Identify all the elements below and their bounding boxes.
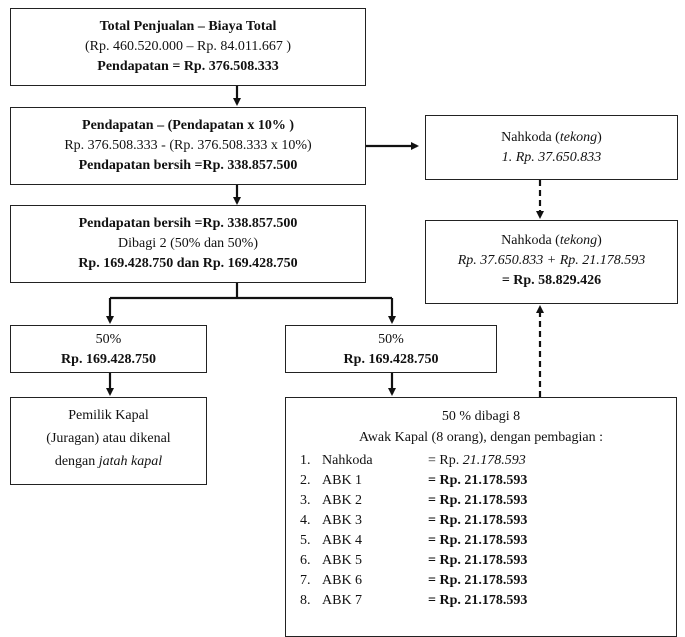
text: Pendapatan = Rp. 376.508.333	[97, 59, 279, 74]
text: = Rp.	[428, 513, 461, 528]
text: (Rp. 460.520.000 – Rp. 84.011.667 )	[85, 39, 291, 54]
text: tekong	[559, 233, 598, 248]
text: Nahkoda (	[501, 130, 560, 145]
item-number: 1.	[300, 453, 311, 468]
text: jatah kapal	[98, 454, 163, 469]
text: = Rp.	[428, 553, 461, 568]
text: dengan jatah kapal	[11, 450, 206, 473]
text: Rp. 169.428.750 dan Rp. 169.428.750	[78, 256, 298, 271]
text: Nahkoda (tekong)	[426, 128, 677, 148]
text: = Rp.	[428, 453, 460, 468]
connectors	[106, 85, 544, 397]
item-value: = Rp. 21.178.593	[428, 470, 527, 491]
text: dengan	[54, 454, 99, 469]
item-value: = Rp. 21.178.593	[428, 490, 527, 511]
text: 21.178.593	[464, 533, 528, 548]
item-number: 5.	[300, 533, 311, 548]
text: Nahkoda (	[501, 233, 560, 248]
text: Total Penjualan – Biaya Total	[99, 19, 277, 34]
item-name: ABK 6	[322, 573, 363, 588]
item-value: = Rp. 21.178.593	[428, 550, 527, 571]
text: = Rp.	[428, 473, 461, 488]
text: Pendapatan bersih =Rp. 338.857.500	[78, 216, 298, 231]
item-name: ABK 7	[322, 593, 363, 608]
item-number: 6.	[300, 553, 311, 568]
text: 21.178.593	[464, 593, 528, 608]
split-box: Pendapatan bersih =Rp. 338.857.500 Dibag…	[10, 205, 366, 283]
text: 50%	[95, 332, 122, 347]
text: 21.178.593	[464, 553, 528, 568]
text: )	[597, 233, 602, 248]
text: tekong	[559, 130, 598, 145]
text: Nahkoda (tekong)	[426, 231, 677, 251]
text: )	[597, 130, 602, 145]
text: Rp. 37.650.833 + Rp. 21.178.593	[457, 253, 646, 268]
text: = Rp.	[428, 493, 461, 508]
text: 21.178.593	[464, 473, 528, 488]
crew-box: 50 % dibagi 8 Awak Kapal (8 orang), deng…	[285, 397, 677, 637]
item-number: 3.	[300, 493, 311, 508]
half-left-box: 50% Rp. 169.428.750	[10, 325, 207, 373]
text: Awak Kapal (8 orang), dengan pembagian :	[358, 430, 603, 445]
text: 1. Rp. 37.650.833	[501, 150, 602, 165]
text: = Rp.	[428, 533, 461, 548]
text: Pendapatan – (Pendapatan x 10% )	[82, 118, 294, 133]
net-box: Pendapatan – (Pendapatan x 10% ) Rp. 376…	[10, 107, 366, 185]
item-name: ABK 4	[322, 533, 363, 548]
nahkoda-box: Nahkoda (tekong) 1. Rp. 37.650.833	[425, 115, 678, 180]
half-right-box: 50% Rp. 169.428.750	[285, 325, 497, 373]
text: Rp. 169.428.750	[343, 352, 439, 367]
text: (Juragan) atau dikenal	[46, 431, 171, 446]
text: 50%	[378, 332, 404, 347]
item-number: 7.	[300, 573, 311, 588]
item-number: 2.	[300, 473, 311, 488]
item-name: ABK 5	[322, 553, 363, 568]
item-name: ABK 1	[322, 473, 363, 488]
text: = Rp.	[428, 573, 461, 588]
total-box: Total Penjualan – Biaya Total (Rp. 460.5…	[10, 8, 366, 86]
text: 50 % dibagi 8	[441, 409, 521, 424]
item-value: = Rp. 21.178.593	[428, 590, 527, 611]
text: = Rp. 58.829.426	[501, 273, 602, 288]
item-name: ABK 3	[322, 513, 363, 528]
owner-box: Pemilik Kapal (Juragan) atau dikenal den…	[10, 397, 207, 485]
text: Pendapatan bersih =Rp. 338.857.500	[78, 158, 298, 173]
text: = Rp.	[428, 593, 461, 608]
text: Dibagi 2 (50% dan 50%)	[118, 236, 258, 251]
item-name: ABK 2	[322, 493, 363, 508]
item-value: = Rp. 21.178.593	[428, 450, 526, 471]
text: 21.178.593	[464, 513, 528, 528]
item-number: 4.	[300, 513, 311, 528]
nahkoda-total-box: Nahkoda (tekong) Rp. 37.650.833 + Rp. 21…	[425, 220, 678, 304]
text: Rp. 169.428.750	[61, 352, 156, 367]
page: {"total": {"line1": "Total Penjualan – B…	[10, 8, 678, 637]
item-number: 8.	[300, 593, 311, 608]
text: 21.178.593	[464, 573, 528, 588]
item-name: Nahkoda	[322, 453, 373, 468]
text: 21.178.593	[464, 493, 528, 508]
item-value: = Rp. 21.178.593	[428, 570, 527, 591]
item-value: = Rp. 21.178.593	[428, 510, 527, 531]
text: Rp. 376.508.333 - (Rp. 376.508.333 x 10%…	[64, 138, 312, 153]
item-value: = Rp. 21.178.593	[428, 530, 527, 551]
text: 21.178.593	[462, 453, 526, 468]
text: Pemilik Kapal	[68, 408, 149, 423]
